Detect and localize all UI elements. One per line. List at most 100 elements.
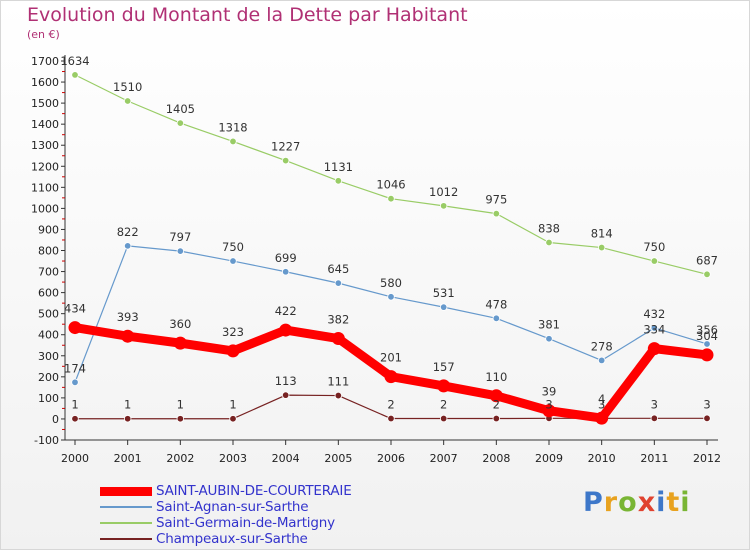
data-label: 797	[169, 230, 191, 244]
y-tick-label: 500	[38, 308, 59, 321]
legend-item-champeaux: Champeaux-sur-Sarthe	[100, 531, 360, 547]
data-point	[281, 268, 290, 276]
data-point	[650, 324, 659, 332]
y-tick-label: 0	[52, 413, 59, 426]
logo-letter: i	[680, 487, 691, 518]
data-label: 382	[327, 313, 349, 327]
data-point	[71, 415, 79, 423]
data-point	[700, 348, 714, 362]
data-label: 1046	[376, 178, 405, 192]
data-label: 157	[433, 360, 455, 374]
legend-label: Saint-Germain-de-Martigny	[156, 515, 335, 531]
data-point	[597, 243, 606, 252]
data-label: 687	[696, 253, 718, 267]
chart-subtitle: (en €)	[27, 28, 60, 41]
data-label: 1510	[113, 80, 142, 94]
data-point	[489, 389, 503, 403]
axes: -100 0 100 200 300 400 500 600 700 800 900 1000 1100…	[31, 55, 721, 465]
logo-letter: o	[618, 487, 638, 518]
logo-letter: t	[666, 487, 681, 518]
data-label: 1	[177, 398, 184, 412]
data-label: 822	[117, 225, 139, 239]
data-point	[121, 329, 135, 343]
data-point	[492, 314, 501, 322]
data-label: 3	[651, 397, 658, 411]
x-tick-label: 2002	[166, 452, 194, 465]
data-label: 422	[275, 304, 297, 318]
data-point	[123, 415, 132, 423]
logo-letter: P	[583, 487, 604, 518]
y-tick-label: 900	[38, 223, 59, 236]
x-tick-label: 2012	[693, 452, 721, 465]
data-point	[334, 177, 343, 185]
data-point	[68, 321, 82, 335]
data-point	[597, 356, 606, 365]
data-point	[545, 335, 553, 343]
data-label: 2	[387, 398, 394, 412]
data-point	[439, 303, 448, 311]
data-point	[647, 342, 661, 356]
logo-letter: r	[603, 487, 619, 518]
data-label: 201	[380, 351, 402, 365]
data-point	[492, 209, 501, 218]
y-tick-label: 1300	[31, 139, 59, 152]
x-tick-label: 2001	[114, 452, 142, 465]
data-label: 323	[222, 325, 244, 339]
data-label: 1405	[166, 102, 195, 116]
logo-letter: x	[637, 487, 657, 518]
data-point	[703, 414, 711, 423]
y-tick-label: 1100	[31, 181, 59, 194]
data-label: 278	[591, 339, 613, 353]
legend: SAINT-AUBIN-DE-COURTERAIE Saint-Agnan-su…	[100, 483, 360, 547]
x-tick-label: 2007	[430, 452, 458, 465]
x-tick-label: 2000	[61, 452, 89, 465]
data-point	[703, 340, 711, 348]
y-tick-label: 700	[38, 266, 59, 279]
data-label: 3	[598, 397, 605, 411]
data-point	[334, 279, 343, 287]
data-label: 3	[703, 397, 710, 411]
legend-swatch	[100, 538, 152, 540]
data-point	[439, 202, 448, 210]
data-label: 113	[275, 374, 297, 388]
data-point	[229, 415, 237, 423]
x-tick-label: 2006	[377, 452, 405, 465]
y-tick-label: 200	[38, 371, 59, 384]
data-label: 4	[598, 392, 605, 406]
legend-label: SAINT-AUBIN-DE-COURTERAIE	[156, 483, 352, 499]
y-tick-label: 1200	[31, 160, 59, 173]
line-chart: -100 0 100 200 300 400 500 600 700 800 900 1000 1100…	[31, 54, 721, 465]
data-label: 110	[485, 370, 507, 384]
data-point	[437, 379, 451, 393]
x-tick-label: 2011	[640, 452, 668, 465]
y-tick-label: 1600	[31, 76, 59, 89]
legend-swatch	[100, 506, 152, 508]
y-tick-label: 1500	[31, 97, 59, 110]
y-tick-label: 1400	[31, 118, 59, 131]
y-tick-label: 1000	[31, 202, 59, 215]
data-point	[387, 293, 395, 301]
data-label: 975	[485, 193, 507, 207]
data-label: 360	[169, 317, 191, 331]
data-label: 814	[591, 227, 613, 241]
data-label: 1012	[429, 185, 458, 199]
data-label: 1318	[218, 120, 247, 134]
data-label: 1634	[60, 54, 89, 68]
data-point	[331, 332, 345, 346]
y-tick-label: 100	[38, 392, 59, 405]
data-point	[595, 411, 609, 425]
legend-swatch	[100, 487, 152, 496]
data-point	[226, 344, 240, 358]
data-point	[71, 71, 79, 79]
legend-item-saint-aubin: SAINT-AUBIN-DE-COURTERAIE	[100, 483, 360, 499]
x-tick-label: 2008	[482, 452, 510, 465]
data-label: 2	[440, 398, 447, 412]
data-label: 381	[538, 318, 560, 332]
legend-item-saint-germain: Saint-Germain-de-Martigny	[100, 515, 360, 531]
x-tick-label: 2005	[324, 452, 352, 465]
data-label: 645	[327, 262, 349, 276]
y-tick-label: 300	[38, 350, 59, 363]
data-label: 1227	[271, 140, 300, 154]
